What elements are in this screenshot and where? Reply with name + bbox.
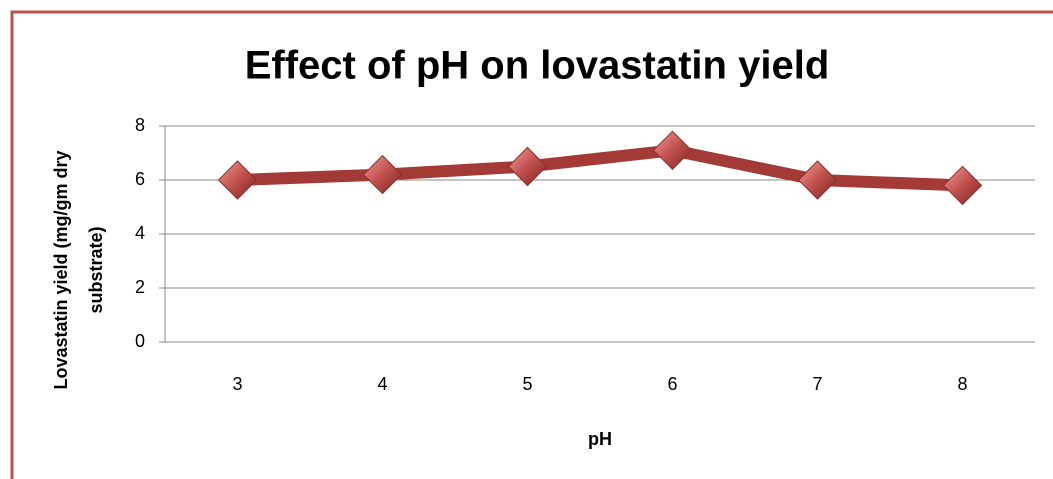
y-tick-label: 0	[135, 331, 145, 351]
marker	[507, 146, 548, 187]
marker	[652, 130, 693, 171]
y-tick-label: 2	[135, 277, 145, 297]
marker	[217, 160, 258, 200]
marker	[797, 160, 838, 200]
x-tick-label: 3	[232, 374, 242, 394]
x-axis-label: pH	[588, 429, 612, 449]
marker	[362, 154, 403, 195]
y-tick-label: 4	[135, 223, 145, 243]
x-tick-label: 7	[812, 374, 822, 394]
y-axis-label: Lovastatin yield (mg/gm dry substrate)	[51, 150, 106, 389]
x-tick-label: 6	[667, 374, 677, 394]
frame	[10, 10, 1053, 479]
x-tick-label: 5	[522, 374, 532, 394]
chart-title: Effect of pH on lovastatin yield	[245, 44, 830, 88]
x-tick-label: 4	[377, 374, 387, 394]
x-tick-label: 8	[957, 374, 967, 394]
y-axis-label-line: Lovastatin yield (mg/gm dry	[51, 150, 71, 389]
y-tick-label: 6	[135, 169, 145, 189]
y-axis-label-line: substrate)	[86, 226, 106, 313]
line	[237, 144, 963, 192]
y-tick-label: 8	[135, 115, 145, 135]
marker	[942, 165, 983, 206]
